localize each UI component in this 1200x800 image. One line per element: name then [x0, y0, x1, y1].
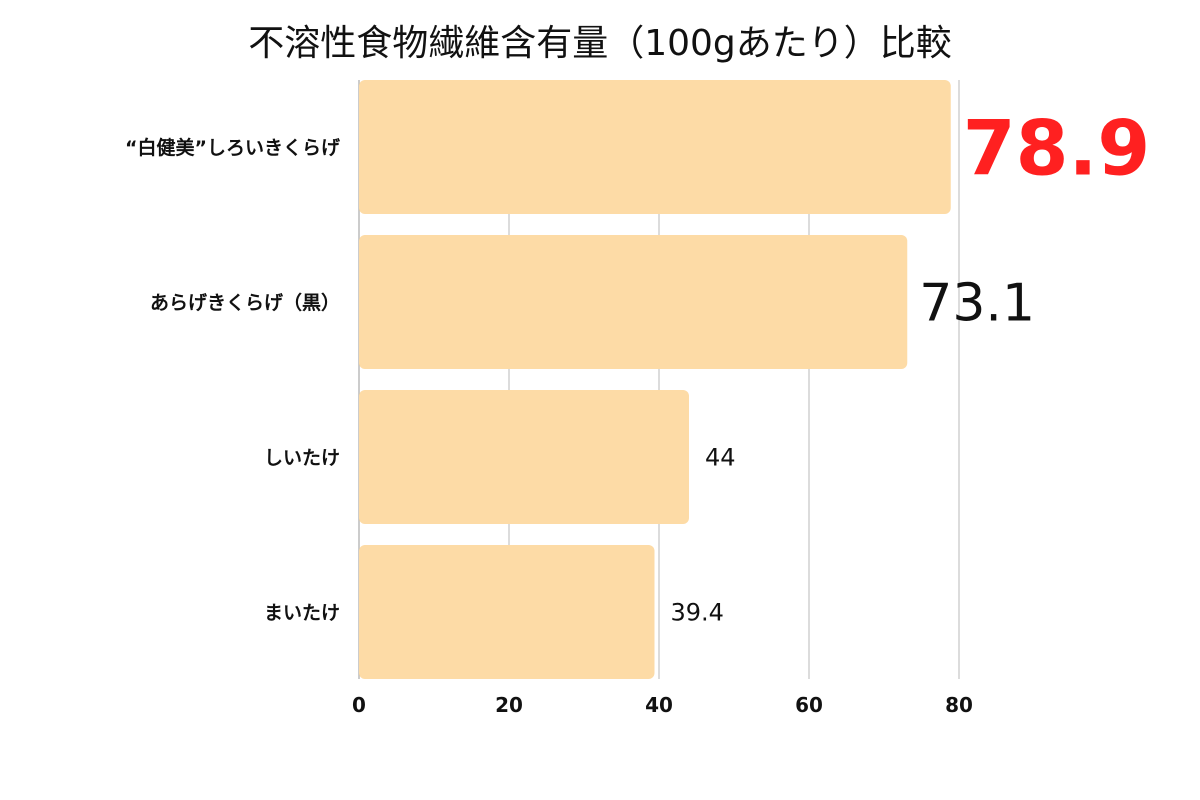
bar	[359, 235, 908, 369]
x-tick-label: 0	[352, 693, 366, 717]
bar	[359, 545, 655, 679]
category-label: あらげきくらげ（黒）	[150, 291, 340, 314]
x-tick-label: 80	[945, 693, 973, 717]
bar	[359, 390, 689, 524]
data-label: 73.1	[919, 274, 1035, 334]
category-label: まいたけ	[264, 602, 340, 624]
category-label: “白健美”しろいきくらげ	[125, 136, 341, 159]
chart-title: 不溶性食物繊維含有量（100gあたり）比較	[248, 23, 952, 64]
x-tick-label: 20	[495, 693, 523, 717]
data-label: 78.9	[963, 103, 1151, 192]
x-tick-label: 60	[795, 693, 823, 717]
data-label: 44	[705, 444, 736, 472]
bar	[359, 80, 951, 214]
data-label: 39.4	[671, 599, 724, 627]
x-tick-label: 40	[645, 693, 673, 717]
category-label: しいたけ	[264, 447, 340, 469]
